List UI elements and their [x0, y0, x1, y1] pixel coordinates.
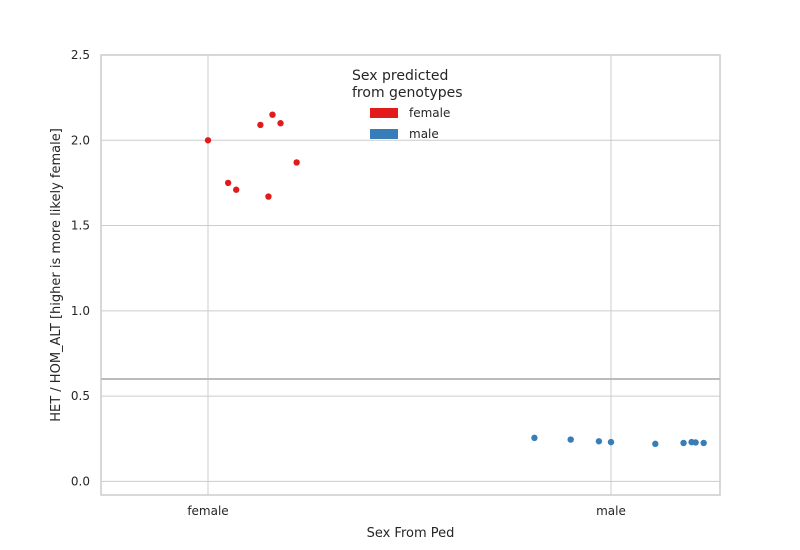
- grid-lines: [101, 55, 720, 495]
- data-point-male: [680, 439, 687, 447]
- data-point-female: [277, 120, 284, 127]
- y-tick-label: 0.0: [71, 474, 90, 488]
- legend-label-male: male: [409, 127, 439, 141]
- data-point-female: [293, 159, 300, 166]
- y-tick-label: 0.5: [71, 389, 90, 403]
- data-point-male: [652, 440, 659, 448]
- x-axis-label: Sex From Ped: [367, 526, 455, 541]
- data-point-male: [567, 436, 574, 443]
- data-point-female: [257, 121, 264, 129]
- plot-border: [100, 54, 721, 496]
- y-axis-label: HET / HOM_ALT [higher is more likely fem…: [49, 128, 64, 422]
- legend-title-line-1: Sex predicted: [352, 68, 448, 84]
- data-point-female: [233, 186, 240, 193]
- x-tick-label: female: [187, 504, 228, 518]
- plot-area: [100, 54, 721, 496]
- legend-label-female: female: [409, 106, 450, 120]
- y-axis-ticks: 0.0 0.5 1.0 1.5 2.0 2.5: [71, 48, 90, 488]
- x-axis-ticks: female male: [187, 504, 626, 518]
- data-point-female: [204, 137, 212, 144]
- data-point-male: [607, 438, 615, 446]
- legend-swatch-female: [370, 108, 398, 118]
- y-tick-label: 1.5: [71, 219, 90, 233]
- legend-title-line-2: from genotypes: [352, 85, 463, 101]
- data-point-male: [692, 439, 699, 446]
- data-point-male: [700, 439, 707, 447]
- data-point-male: [595, 438, 603, 445]
- legend-swatch-male: [370, 129, 398, 139]
- data-points: [204, 111, 707, 448]
- data-point-female: [269, 111, 276, 118]
- y-tick-label: 2.0: [71, 133, 90, 147]
- y-tick-label: 2.5: [71, 48, 90, 62]
- legend: Sex predicted from genotypes female male: [352, 68, 463, 141]
- data-point-male: [531, 434, 538, 442]
- data-point-female: [265, 193, 272, 200]
- y-tick-label: 1.0: [71, 304, 90, 318]
- data-point-female: [224, 179, 232, 187]
- x-tick-label: male: [596, 504, 626, 518]
